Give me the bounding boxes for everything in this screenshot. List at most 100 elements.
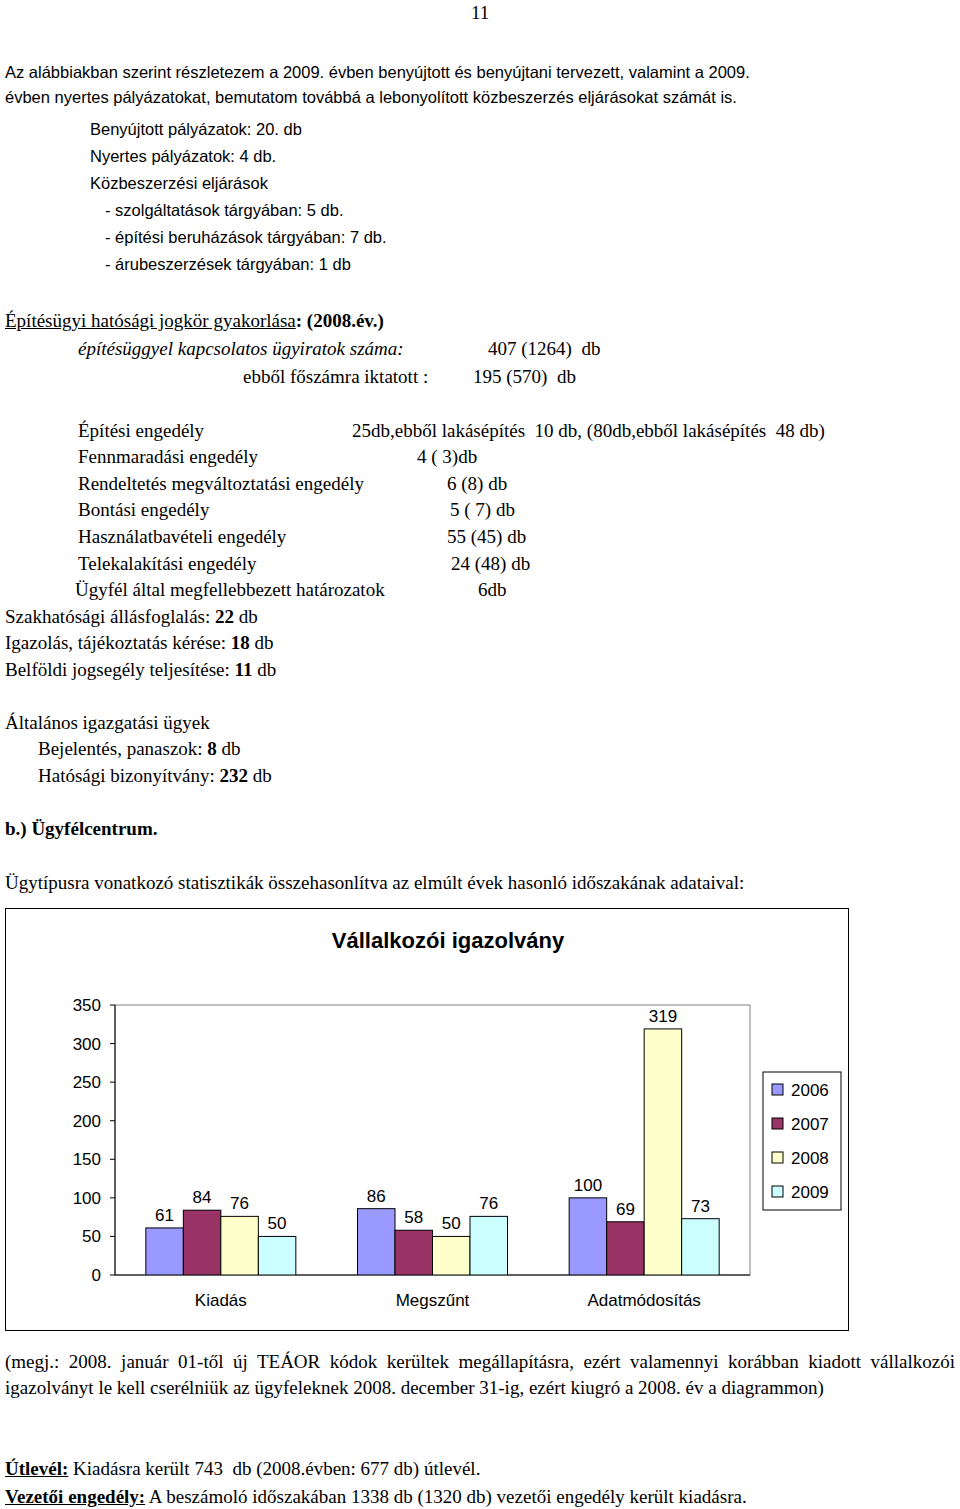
bar [395, 1230, 433, 1275]
y-tick-label: 250 [73, 1073, 101, 1092]
bar [470, 1216, 508, 1275]
count-value: 8 [207, 738, 217, 759]
chart: Vállalkozói igazolvány050100150200250300… [5, 908, 849, 1331]
data-label: 76 [479, 1194, 498, 1213]
permit-label: Ügyfél által megfellebbezett határozatok [75, 578, 385, 602]
intro-sub-item: - szolgáltatások tárgyában: 5 db. [105, 198, 343, 222]
y-tick-label: 350 [73, 996, 101, 1015]
x-tick-label: Adatmódosítás [587, 1291, 700, 1310]
permit-value: 25db,ebből lakásépítés 10 db, (80db,ebbő… [352, 419, 825, 443]
y-tick [110, 1120, 115, 1121]
permit-label: Használatbavételi engedély [78, 525, 286, 549]
count-unit: db [234, 606, 258, 627]
count-value: 18 [231, 632, 250, 653]
count-line: Igazolás, tájékoztatás kérése: 18 db [5, 631, 274, 655]
heading: Építésügyi hatósági jogkör gyakorlása: (… [5, 309, 384, 333]
y-tick-label: 100 [73, 1189, 101, 1208]
files-line: építésüggyel kapcsolatos ügyiratok száma… [78, 337, 404, 361]
y-tick [110, 1236, 115, 1237]
count-unit: db [217, 738, 241, 759]
permit-value: 6db [478, 578, 507, 602]
bar [644, 1029, 682, 1275]
bar [358, 1209, 396, 1275]
heading: Általános igazgatási ügyek [5, 711, 210, 735]
chart-title: Vállalkozói igazolvány [332, 928, 565, 953]
label: ebből főszámra iktatott : [243, 365, 428, 389]
legend: 2006 2007 2008 2009 [763, 1072, 841, 1210]
count-line: Hatósági bizonyítvány: 232 db [38, 764, 272, 788]
heading-suffix: : (2008.év.) [296, 310, 384, 331]
passport-line: Útlevél: Kiadásra került 743 db (2008.év… [5, 1457, 480, 1481]
intro-line: Az alábbiakban szerint részletezem a 200… [5, 60, 750, 84]
paragraph: Ügytípusra vonatkozó statisztikák összeh… [5, 871, 744, 895]
label: Útlevél: [5, 1458, 68, 1479]
count-value: 232 [220, 765, 249, 786]
chart-frame [6, 909, 849, 1331]
permit-value: 5 ( 7) db [450, 498, 515, 522]
bar [569, 1198, 607, 1275]
y-tick [110, 1159, 115, 1160]
legend-label: 2009 [791, 1183, 829, 1202]
license-line: Vezetői engedély: A beszámoló időszakába… [5, 1485, 747, 1509]
y-tick [110, 1197, 115, 1198]
heading: b.) Ügyfélcentrum. [5, 817, 158, 841]
x-tick-label: Kiadás [195, 1291, 247, 1310]
count-unit: db [248, 765, 272, 786]
legend-label: 2006 [791, 1081, 829, 1100]
data-label: 100 [574, 1176, 602, 1195]
bars [146, 1029, 719, 1275]
text: A beszámoló időszakában 1338 db (1320 db… [145, 1486, 747, 1507]
bar [682, 1219, 720, 1275]
count-label: Hatósági bizonyítvány: [38, 765, 220, 786]
text: Kiadásra került 743 db (2008.évben: 677 … [68, 1458, 480, 1479]
intro-sub-item: - árubeszerzések tárgyában: 1 db [105, 252, 351, 276]
value: 195 (570) db [473, 365, 576, 389]
count-value: 11 [235, 659, 253, 680]
permit-label: Rendeltetés megváltoztatási engedély [78, 472, 364, 496]
data-label: 50 [268, 1214, 287, 1233]
y-tick-label: 0 [92, 1266, 101, 1285]
y-tick-label: 50 [82, 1227, 101, 1246]
permit-value: 55 (45) db [447, 525, 526, 549]
bar [433, 1236, 471, 1275]
permit-label: Építési engedély [78, 419, 204, 443]
legend-label: 2008 [791, 1149, 829, 1168]
legend-swatch [772, 1152, 783, 1163]
x-tick-label: Megszűnt [396, 1291, 470, 1310]
bar [258, 1236, 296, 1275]
count-line: Belföldi jogsegély teljesítése: 11 db [5, 658, 276, 682]
count-label: Belföldi jogsegély teljesítése: [5, 659, 235, 680]
permit-label: Fennmaradási engedély [78, 445, 258, 469]
label: építésüggyel kapcsolatos ügyiratok száma… [78, 338, 404, 359]
data-label: 76 [230, 1194, 249, 1213]
intro-item: Nyertes pályázatok: 4 db. [90, 144, 276, 168]
legend-swatch [772, 1084, 783, 1095]
intro-sub-item: - építési beruházások tárgyában: 7 db. [105, 225, 387, 249]
data-label: 50 [442, 1214, 461, 1233]
intro-line: évben nyertes pályázatokat, bemutatom to… [5, 85, 737, 109]
page-number: 11 [471, 1, 489, 25]
count-unit: db [250, 632, 274, 653]
heading-text: Építésügyi hatósági jogkör gyakorlása [5, 310, 296, 331]
data-label: 73 [691, 1197, 710, 1216]
bar [146, 1228, 184, 1275]
y-tick [110, 1082, 115, 1083]
data-label: 319 [649, 1007, 677, 1026]
data-label: 58 [404, 1208, 423, 1227]
count-label: Bejelentés, panaszok: [38, 738, 207, 759]
y-tick-label: 150 [73, 1150, 101, 1169]
y-tick [110, 1275, 115, 1276]
y-tick-label: 300 [73, 1035, 101, 1054]
y-axis [115, 1005, 116, 1275]
count-label: Igazolás, tájékoztatás kérése: [5, 632, 231, 653]
data-label: 69 [616, 1200, 635, 1219]
bar [183, 1210, 221, 1275]
count-unit: db [252, 659, 276, 680]
data-label: 84 [193, 1188, 212, 1207]
permit-label: Bontási engedély [78, 498, 209, 522]
plot-frame [115, 1005, 750, 1275]
permit-value: 6 (8) db [447, 472, 507, 496]
count-line: Szakhatósági állásfoglalás: 22 db [5, 605, 258, 629]
legend-label: 2007 [791, 1115, 829, 1134]
bar [221, 1216, 258, 1275]
